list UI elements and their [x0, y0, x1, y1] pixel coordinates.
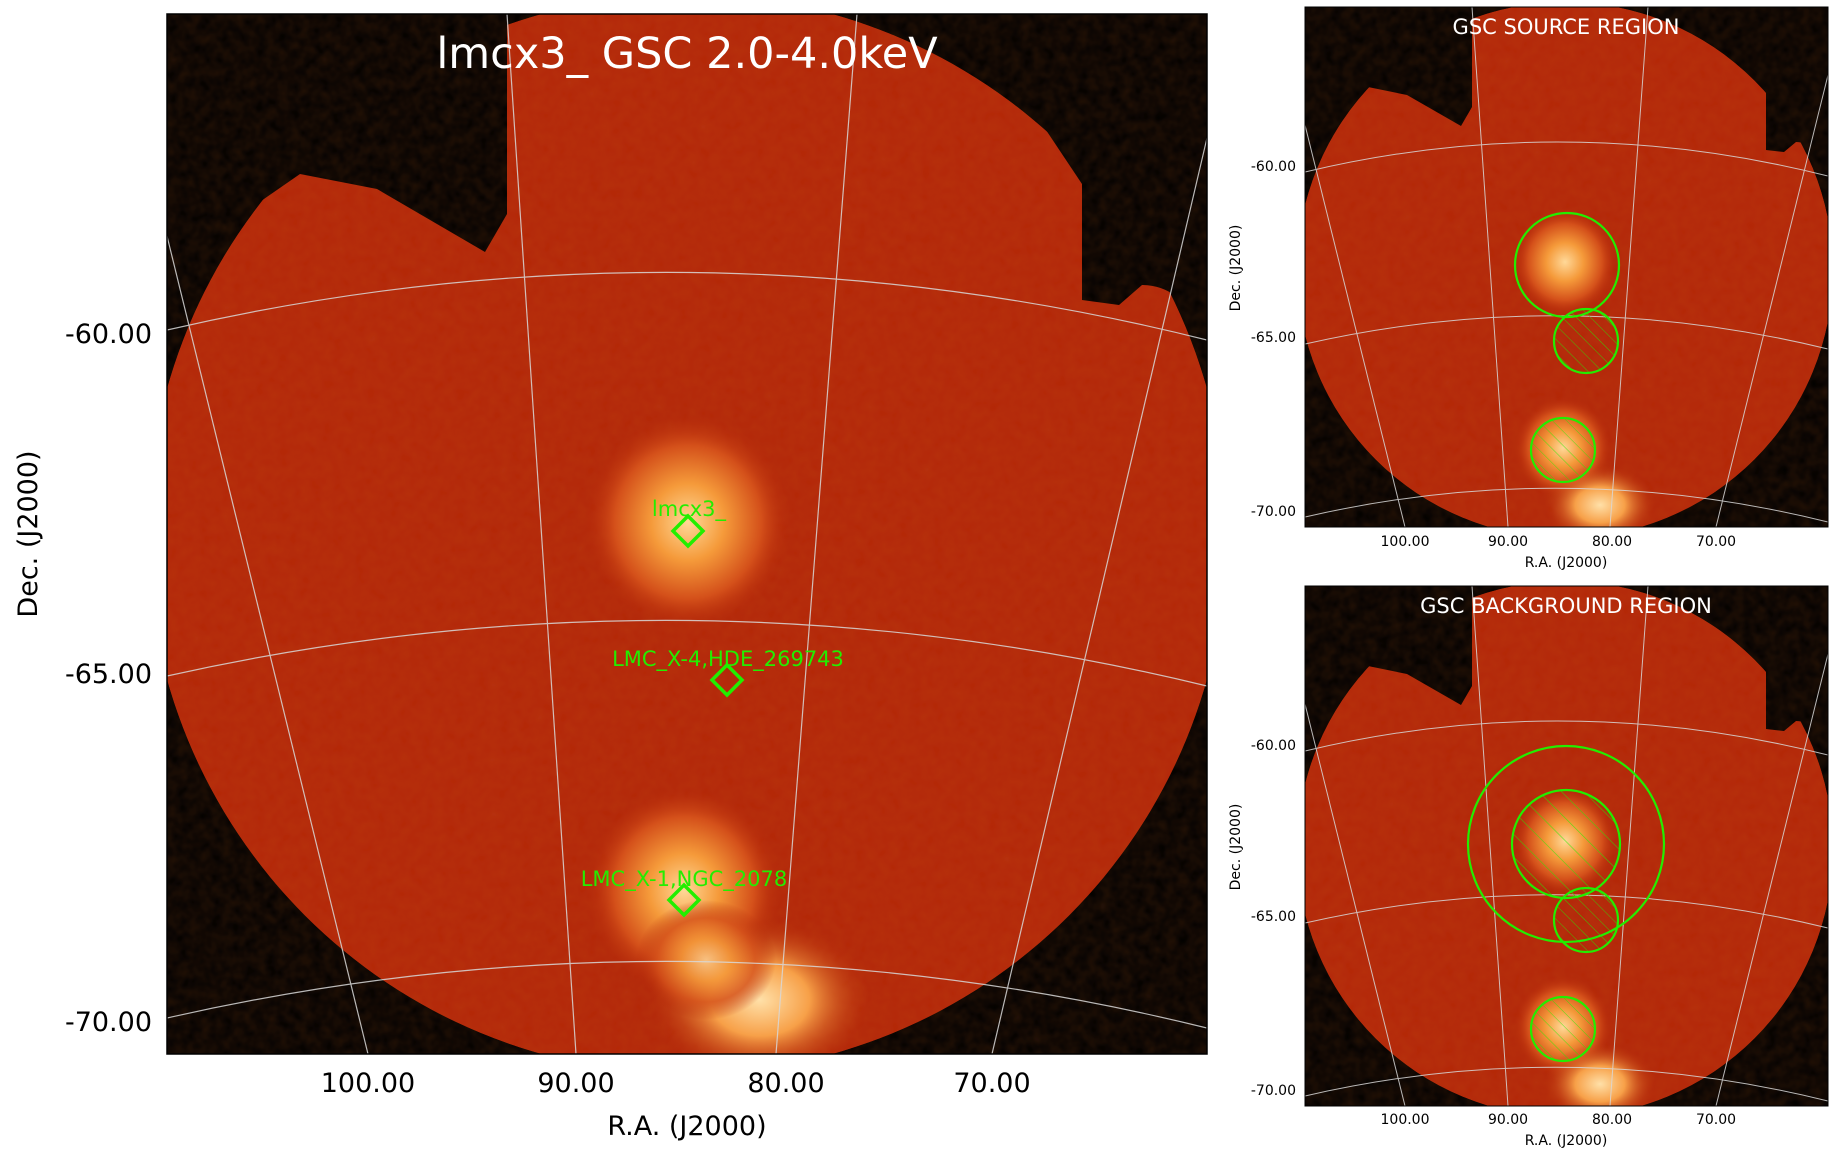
background-ra-tick: 80.00 [1592, 1112, 1632, 1128]
source-x-axis-label: R.A. (J2000) [1525, 555, 1608, 571]
background-dec-tick: -70.00 [1251, 1083, 1296, 1099]
background-dec-tick: -65.00 [1251, 909, 1296, 925]
main-ra-tick: 100.00 [321, 1068, 415, 1099]
background-ra-tick: 70.00 [1696, 1112, 1736, 1128]
main-y-axis-label: Dec. (J2000) [13, 450, 44, 617]
source-sky-image: GSC SOURCE REGION [1305, 7, 1828, 527]
main-dec-tick: -70.00 [65, 1007, 152, 1038]
source-ra-tick: 90.00 [1488, 534, 1528, 550]
source-region-panel: GSC SOURCE REGION -60.00 -65.00 -70.00 1… [1228, 6, 1829, 571]
source-ra-tick: 80.00 [1592, 534, 1632, 550]
source-label-lmcx3: lmcx3_ [652, 497, 727, 522]
source-label-lmc-x1: LMC_X-1,NGC_2078 [581, 867, 788, 892]
excluded-region-lmc-x4 [1552, 307, 1620, 375]
main-dec-tick: -65.00 [65, 659, 152, 690]
background-sky-image: GSC BACKGROUND REGION [1305, 586, 1828, 1106]
excluded-region-lmc-x1 [1529, 995, 1597, 1063]
source-dec-tick: -70.00 [1251, 504, 1296, 520]
background-dec-tick: -60.00 [1251, 738, 1296, 754]
main-ra-tick: 70.00 [953, 1068, 1030, 1099]
background-ra-tick: 90.00 [1488, 1112, 1528, 1128]
source-marker-lmcx3 [670, 513, 706, 549]
main-title: lmcx3_ GSC 2.0-4.0keV [436, 29, 938, 79]
main-coordinate-grid [167, 14, 1207, 1054]
main-ra-tick: 80.00 [747, 1068, 824, 1099]
excluded-region-lmc-x4 [1552, 886, 1620, 954]
background-annulus-inner [1510, 788, 1622, 900]
source-marker-lmc-x4 [709, 662, 745, 698]
background-y-axis-label: Dec. (J2000) [1228, 804, 1244, 891]
source-y-axis-label: Dec. (J2000) [1228, 225, 1244, 312]
background-ra-tick: 100.00 [1381, 1112, 1430, 1128]
background-region-panel: GSC BACKGROUND REGION -60.00 -65.00 -70.… [1228, 585, 1829, 1149]
source-ra-tick: 70.00 [1696, 534, 1736, 550]
background-panel-title: GSC BACKGROUND REGION [1420, 594, 1712, 618]
main-ra-tick: 90.00 [537, 1068, 614, 1099]
main-sky-image: lmcx3_ LMC_X-4,HDE_269743 LMC_X-1,NGC_20… [167, 14, 1207, 1054]
source-marker-lmc-x1 [666, 882, 702, 918]
background-x-axis-label: R.A. (J2000) [1525, 1133, 1608, 1149]
main-panel: lmcx3_ LMC_X-4,HDE_269743 LMC_X-1,NGC_20… [13, 13, 1208, 1142]
main-dec-tick: -60.00 [65, 319, 152, 350]
source-ra-tick: 100.00 [1381, 534, 1430, 550]
source-dec-tick: -65.00 [1251, 330, 1296, 346]
excluded-region-lmc-x1 [1529, 416, 1597, 484]
source-label-lmc-x4: LMC_X-4,HDE_269743 [612, 647, 844, 672]
source-panel-title: GSC SOURCE REGION [1453, 15, 1680, 39]
main-x-axis-label: R.A. (J2000) [607, 1111, 766, 1142]
source-dec-tick: -60.00 [1251, 159, 1296, 175]
